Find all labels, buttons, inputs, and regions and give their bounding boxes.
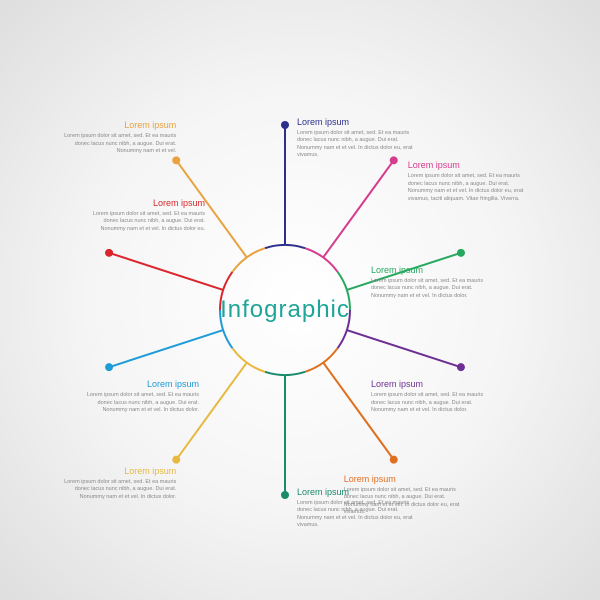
center-arc-segment: [220, 310, 232, 348]
spoke-dot: [281, 121, 289, 129]
spoke-line: [109, 330, 223, 367]
spoke-dot: [390, 456, 398, 464]
spoke-line: [347, 253, 461, 290]
center-arc-segment: [305, 348, 338, 372]
center-arc-segment: [220, 272, 232, 310]
center-arc-segment: [232, 348, 265, 372]
spoke-dot: [281, 491, 289, 499]
spoke-line: [323, 160, 394, 257]
spoke-line: [109, 253, 223, 290]
spoke-line: [176, 363, 247, 460]
spoke-line: [323, 363, 394, 460]
spoke-dot: [457, 249, 465, 257]
spoke-line: [347, 330, 461, 367]
center-arc-segment: [265, 372, 305, 375]
spoke-dot: [105, 363, 113, 371]
center-arc-segment: [338, 272, 350, 310]
spoke-dot: [172, 156, 180, 164]
center-arc-segment: [338, 310, 350, 348]
center-arc-segment: [265, 245, 305, 248]
center-arc-segment: [232, 248, 265, 272]
spoke-dot: [105, 249, 113, 257]
center-arc-segment: [305, 248, 338, 272]
radial-infographic-canvas: [0, 0, 600, 600]
spoke-dot: [390, 156, 398, 164]
spoke-dot: [172, 456, 180, 464]
spoke-dot: [457, 363, 465, 371]
spoke-line: [176, 160, 247, 257]
